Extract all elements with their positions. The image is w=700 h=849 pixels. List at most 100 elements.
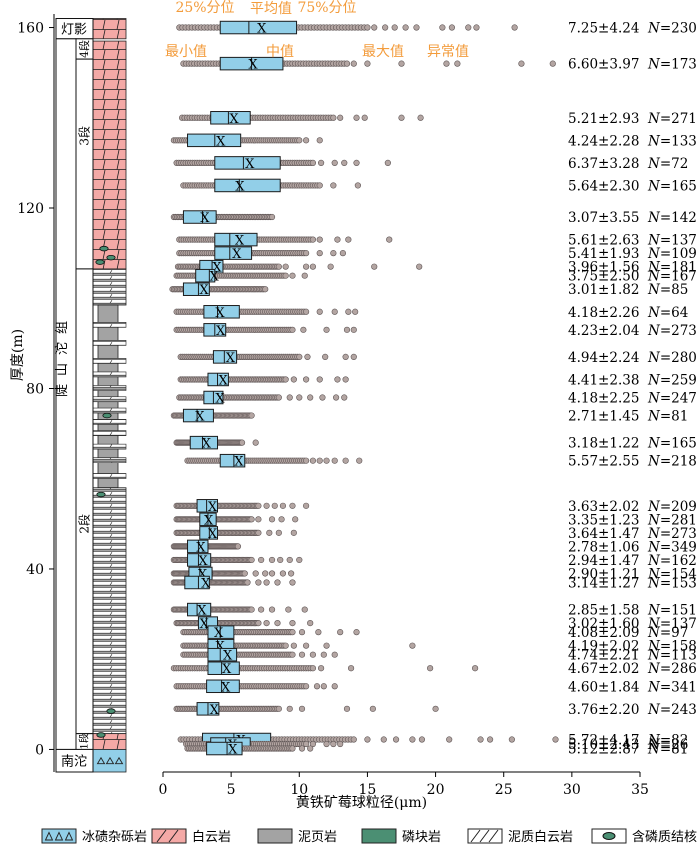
sample-n-label: N=286 — [647, 661, 697, 677]
outlier-point — [342, 353, 349, 361]
outlier-point — [289, 579, 296, 586]
data-point — [303, 740, 310, 748]
outlier-point — [417, 114, 424, 121]
outlier-point — [371, 24, 378, 31]
unit-label-3: 3段 — [77, 126, 92, 146]
unit-label-nantuo: 南沱 — [61, 754, 87, 770]
outlier-point — [316, 308, 323, 315]
outlier-point — [307, 394, 314, 401]
outlier-point — [337, 629, 344, 636]
legend-item-tillite: 冰碛杂砾岩 — [41, 828, 147, 845]
outlier-point — [255, 579, 262, 586]
legend-swatch — [151, 828, 187, 844]
outlier-point — [303, 502, 310, 509]
annotation-min: 最小值 — [165, 44, 207, 60]
sample-stats-label: 5.57±2.55 — [568, 454, 639, 470]
data-point — [309, 665, 317, 672]
sample-stats-label: 4.60±1.84 — [568, 679, 639, 695]
mean-marker: X — [210, 703, 220, 718]
n-value: =218 — [660, 454, 697, 470]
mean-marker: X — [229, 112, 239, 127]
tillite-triangle — [96, 756, 106, 765]
outlier-point — [323, 740, 330, 748]
data-point — [303, 308, 310, 315]
sample-n-label: N=167 — [647, 269, 697, 285]
outlier-point — [330, 182, 337, 189]
outlier-point — [343, 326, 351, 333]
outlier-point — [356, 457, 363, 464]
outlier-point — [274, 579, 281, 586]
data-point — [350, 736, 357, 743]
mean-marker: X — [218, 373, 228, 388]
tillite-triangle — [114, 756, 124, 765]
iqr-box — [195, 268, 216, 283]
n-symbol: N — [647, 246, 661, 262]
muddy-dolomite-interbed — [92, 473, 127, 479]
muddy-dolomite-interbed — [92, 457, 127, 463]
outlier-point — [322, 353, 329, 361]
data-point — [303, 683, 310, 690]
annotation-outlier: 异常值 — [427, 44, 469, 60]
box-sample: X 4.23±2.04 N=273 — [173, 323, 697, 339]
sample-stats-label: 4.23±2.04 — [568, 323, 639, 339]
sample-stats-label: 4.94±2.24 — [568, 350, 639, 366]
x-tick-label: 0 — [159, 782, 168, 798]
outlier-point — [301, 272, 308, 279]
sample-stats-label: 3.14±1.27 — [568, 576, 639, 592]
n-symbol: N — [647, 178, 661, 194]
sample-stats-label: 4.18±2.25 — [568, 391, 639, 407]
outlier-point — [334, 376, 341, 383]
muddy-dolomite-interbed — [92, 443, 127, 450]
outlier-point — [380, 736, 387, 743]
n-value: =273 — [660, 323, 697, 339]
y-tick-label: 160 — [17, 21, 44, 37]
n-value: =64 — [660, 305, 689, 321]
mean-marker: X — [216, 134, 226, 149]
data-point — [282, 642, 289, 649]
lithology-legend: 冰碛杂砾岩 白云岩 泥页岩 磷块岩 泥质白云岩 含磷质结核 — [41, 828, 697, 845]
outlier-point — [298, 629, 306, 636]
outlier-point — [471, 665, 479, 672]
n-value: =243 — [660, 702, 697, 718]
box-sample: X 4.18±2.26 N=64 — [173, 305, 689, 321]
legend-label: 含磷质结核 — [632, 829, 697, 845]
outlier-point — [252, 439, 259, 446]
outlier-point — [282, 263, 289, 270]
iqr-box — [214, 156, 281, 170]
sample-n-label: N=280 — [647, 350, 697, 366]
sample-n-label: N=81 — [647, 409, 688, 425]
outlier-point — [331, 683, 338, 690]
outlier-point — [289, 272, 296, 279]
data-point — [248, 606, 255, 613]
outlier-point — [288, 570, 295, 577]
outlier-point — [384, 159, 391, 166]
outlier-point — [304, 353, 311, 361]
outlier-point — [309, 263, 317, 270]
sample-stats-label: 3.07±3.55 — [568, 210, 639, 226]
n-symbol: N — [647, 133, 661, 149]
data-point — [296, 353, 303, 361]
outlier-point — [361, 114, 368, 121]
sample-n-label: N=165 — [647, 436, 697, 452]
mean-marker: X — [232, 247, 242, 262]
outlier-point — [323, 642, 330, 649]
outlier-point — [307, 745, 314, 752]
sample-n-label: N=181 — [647, 260, 697, 276]
outlier-point — [331, 308, 338, 315]
sample-n-label: N=81 — [647, 742, 688, 758]
x-tick-label: 5 — [227, 782, 236, 798]
outlier-point — [465, 24, 472, 31]
outlier-point — [315, 629, 322, 636]
legend-item-phosphate_nodule: 含磷质结核 — [591, 828, 697, 845]
outlier-point — [268, 606, 276, 613]
mean-marker: X — [216, 324, 226, 339]
sample-stats-label: 7.25±4.24 — [568, 21, 639, 37]
mean-marker: X — [222, 662, 232, 677]
n-value: =109 — [660, 246, 697, 262]
sample-n-label: N=271 — [647, 111, 697, 127]
mean-marker: X — [235, 179, 245, 194]
sample-stats-label: 5.21±2.93 — [568, 111, 639, 127]
outlier-point — [337, 740, 344, 748]
data-point — [289, 745, 296, 752]
sample-stats-label: 4.18±2.26 — [568, 305, 639, 321]
